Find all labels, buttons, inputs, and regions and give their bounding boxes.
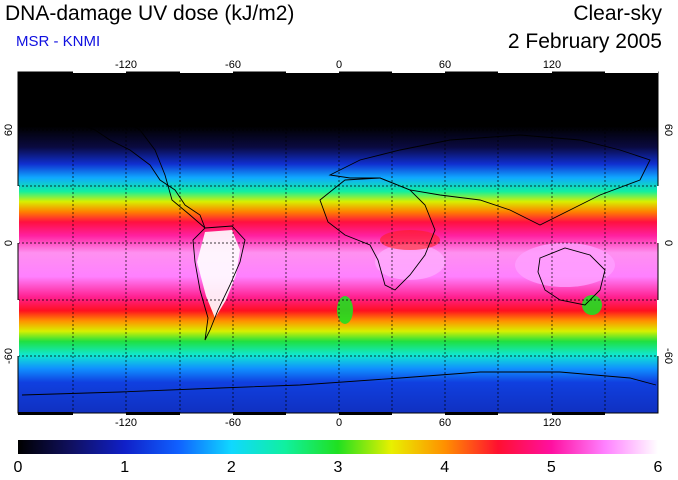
- lon-tick-bottom: 120: [543, 417, 561, 429]
- lat-lon-grid: [18, 72, 658, 413]
- lon-tick-top: 0: [336, 59, 342, 71]
- lat-tick-left: 60: [3, 124, 15, 136]
- color-scale-label: 0: [13, 459, 23, 476]
- lon-tick-top: 60: [439, 59, 451, 71]
- lon-tick-top: -60: [225, 59, 241, 71]
- lat-tick-right: 60: [662, 124, 674, 136]
- lon-tick-top: -120: [115, 59, 137, 71]
- lat-tick-left: -60: [3, 348, 15, 364]
- australia-coastline: [537, 247, 606, 306]
- uv-dose-field: [18, 72, 658, 413]
- eurasia-coastline: [328, 134, 651, 226]
- page-title: DNA-damage UV dose (kJ/m2): [5, 2, 295, 25]
- equatorial-africa-band: [380, 230, 440, 250]
- color-scale-label: 3: [333, 459, 343, 476]
- sky-condition-label: Clear-sky: [573, 2, 662, 25]
- antarctica-coastline: [21, 371, 657, 396]
- color-scale-label: 4: [440, 459, 450, 476]
- southern-africa-high-dose: [375, 244, 445, 280]
- lon-tick-bottom: 0: [336, 417, 342, 429]
- south-atlantic-cloud-feature: [337, 296, 353, 324]
- color-scale-label: 5: [546, 459, 556, 476]
- lat-tick-left: 0: [3, 240, 15, 246]
- frame-tick-bars: [16, 70, 660, 415]
- south-america-high-dose: [197, 230, 240, 318]
- color-scale-label: 1: [120, 459, 130, 476]
- lon-tick-bottom: -60: [225, 417, 241, 429]
- color-scale-label: 6: [653, 459, 663, 476]
- uv-dose-world-map: -120 -60 0 60 120 -120 -60 0 60 120 60 0…: [3, 59, 674, 429]
- color-scale-bar: [18, 440, 658, 454]
- lon-tick-top: 120: [543, 59, 561, 71]
- color-scale-label: 2: [226, 459, 236, 476]
- lat-tick-right: -60: [662, 348, 674, 364]
- data-source-label: MSR - KNMI: [16, 33, 101, 50]
- date-label: 2 February 2005: [507, 30, 662, 53]
- south-america-coastline: [192, 225, 246, 341]
- lat-tick-right: 0: [662, 240, 674, 246]
- north-america-coastline: [20, 104, 206, 229]
- coastlines: [20, 104, 657, 396]
- lon-tick-bottom: 60: [439, 417, 451, 429]
- lon-tick-bottom: -120: [115, 417, 137, 429]
